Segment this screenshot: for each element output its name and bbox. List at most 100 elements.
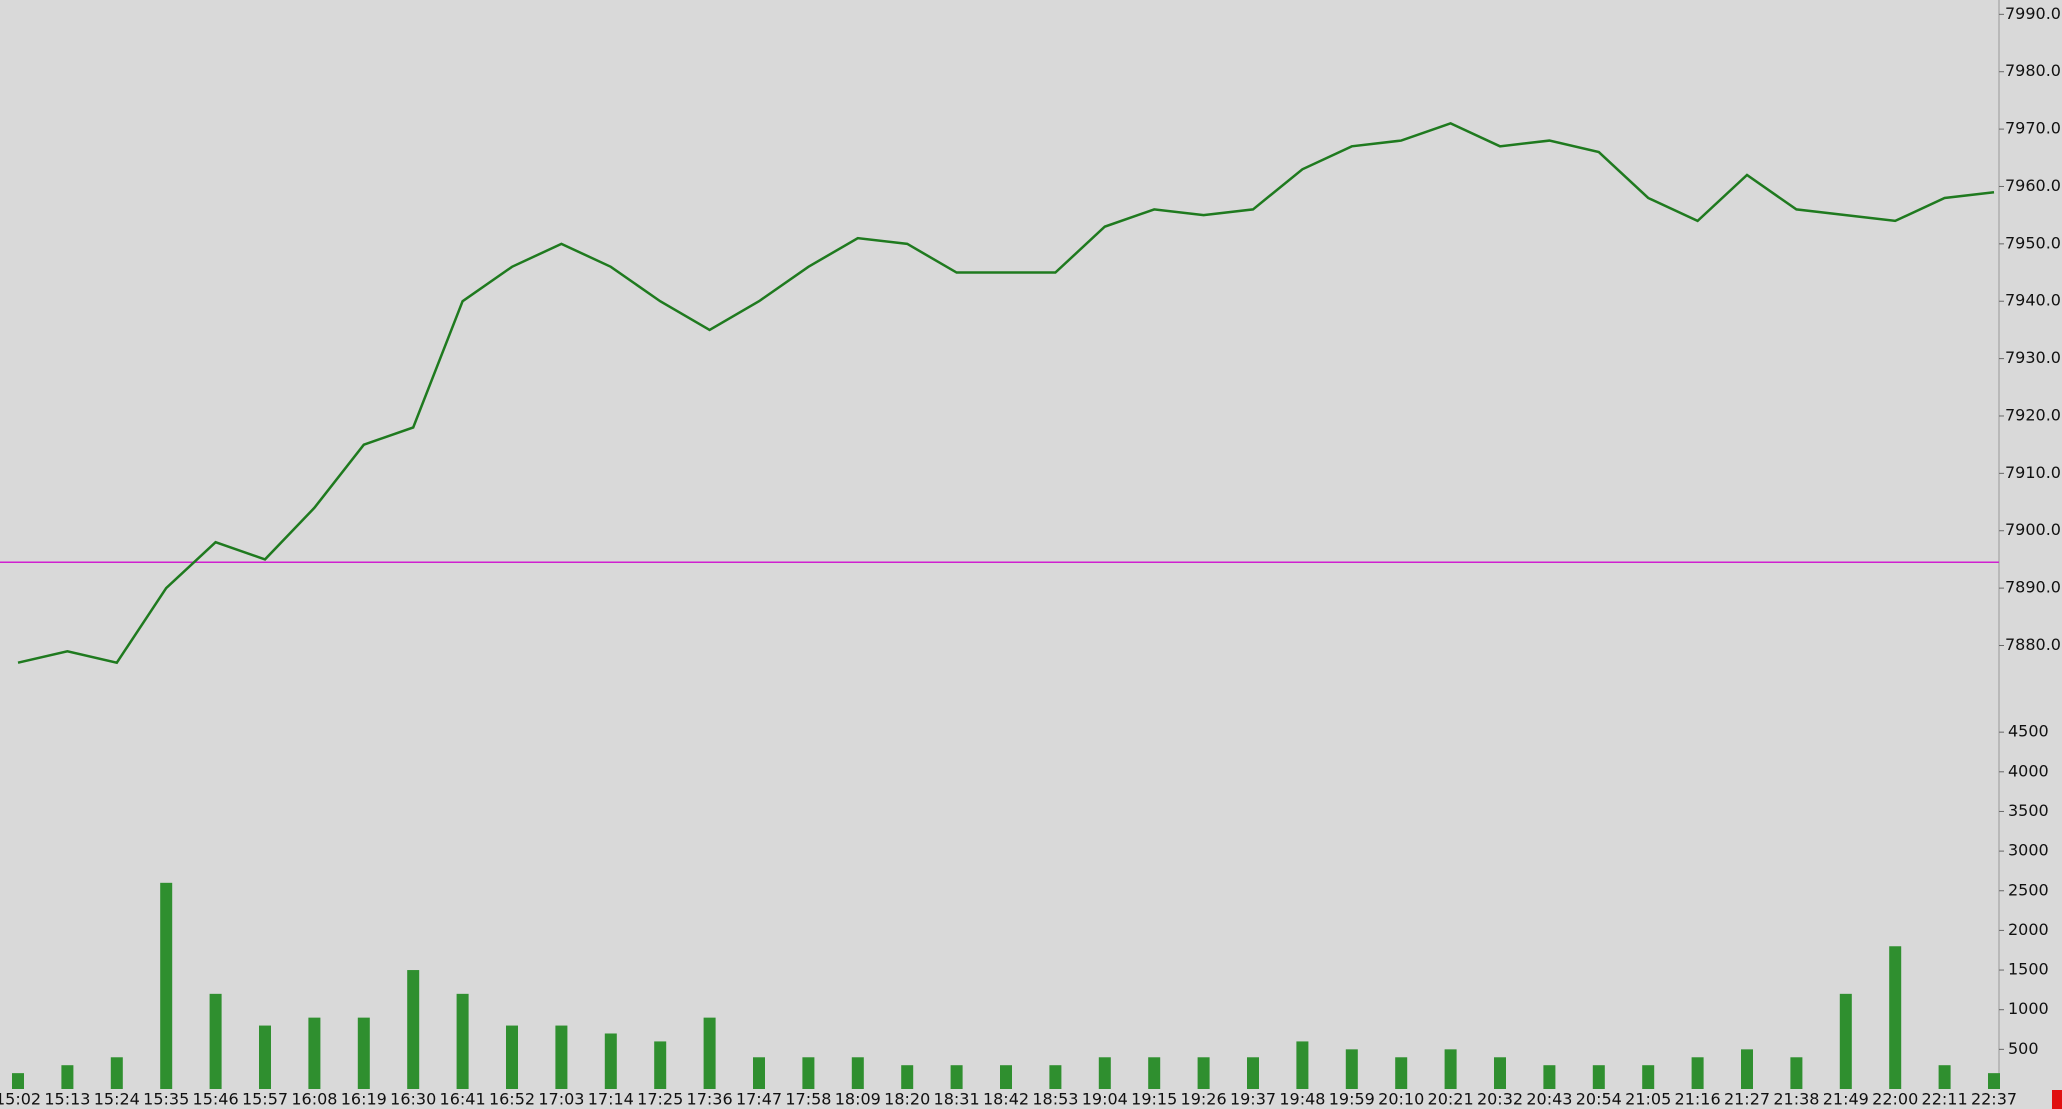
x-tick-label: 15:02 xyxy=(0,1090,41,1109)
volume-bar xyxy=(160,882,173,1089)
x-tick-label: 22:00 xyxy=(1872,1090,1918,1109)
volume-bar xyxy=(851,1057,864,1089)
x-tick-label: 20:10 xyxy=(1378,1090,1424,1109)
x-tick-label: 20:54 xyxy=(1576,1090,1622,1109)
x-tick-label: 20:21 xyxy=(1428,1090,1474,1109)
x-tick-label: 21:49 xyxy=(1823,1090,1869,1109)
volume-bar xyxy=(1790,1057,1803,1089)
volume-bar xyxy=(61,1065,74,1089)
y-tick-label: 7950.00 xyxy=(2005,233,2062,252)
y2-tick-label: 3000 xyxy=(2008,841,2049,860)
y-tick-label: 7970.00 xyxy=(2005,119,2062,138)
volume-bar xyxy=(209,993,222,1089)
volume-bar xyxy=(1839,993,1852,1089)
volume-bar xyxy=(753,1057,765,1089)
x-tick-label: 15:24 xyxy=(94,1090,140,1109)
x-tick-label: 22:37 xyxy=(1971,1090,2017,1109)
x-tick-label: 17:03 xyxy=(538,1090,584,1109)
x-tick-label: 18:20 xyxy=(884,1090,930,1109)
x-tick-label: 20:32 xyxy=(1477,1090,1523,1109)
volume-bar xyxy=(555,1025,568,1089)
x-tick-label: 18:53 xyxy=(1032,1090,1078,1109)
y-tick-label: 7990.00 xyxy=(2005,4,2062,23)
volume-bar xyxy=(12,1073,24,1089)
volume-bar xyxy=(1494,1057,1506,1089)
x-tick-label: 16:52 xyxy=(489,1090,535,1109)
y2-tick-label: 2000 xyxy=(2008,920,2049,939)
x-tick-label: 16:41 xyxy=(440,1090,486,1109)
x-tick-label: 21:16 xyxy=(1675,1090,1721,1109)
x-tick-label: 17:47 xyxy=(736,1090,782,1109)
y2-tick-label: 4000 xyxy=(2008,761,2049,780)
x-tick-label: 15:46 xyxy=(193,1090,239,1109)
volume-bar xyxy=(1543,1065,1556,1089)
volume-bar xyxy=(901,1065,914,1089)
x-tick-label: 15:57 xyxy=(242,1090,288,1109)
y-tick-label: 7980.00 xyxy=(2005,61,2062,80)
volume-bar xyxy=(950,1065,963,1089)
y2-tick-label: 2500 xyxy=(2008,880,2049,899)
x-tick-label: 19:04 xyxy=(1082,1090,1128,1109)
x-tick-label: 17:58 xyxy=(785,1090,831,1109)
volume-bar xyxy=(604,1033,617,1089)
volume-bar xyxy=(1938,1065,1951,1089)
x-tick-label: 17:14 xyxy=(588,1090,634,1109)
x-tick-label: 21:27 xyxy=(1724,1090,1770,1109)
volume-bar xyxy=(1741,1049,1753,1089)
x-tick-label: 16:08 xyxy=(291,1090,337,1109)
volume-bar xyxy=(1345,1049,1358,1089)
y2-tick-label: 1500 xyxy=(2008,960,2049,979)
x-tick-label: 21:38 xyxy=(1773,1090,1819,1109)
y2-tick-label: 1000 xyxy=(2008,999,2049,1018)
x-tick-label: 19:37 xyxy=(1230,1090,1276,1109)
x-tick-label: 19:15 xyxy=(1131,1090,1177,1109)
volume-bar xyxy=(1049,1065,1062,1089)
volume-bar xyxy=(456,993,469,1089)
volume-bar xyxy=(407,970,420,1089)
volume-bar xyxy=(1296,1041,1309,1089)
corner-marker xyxy=(2052,1090,2062,1109)
x-tick-label: 16:30 xyxy=(390,1090,436,1109)
volume-bar xyxy=(1148,1057,1161,1089)
x-tick-label: 20:43 xyxy=(1526,1090,1572,1109)
x-tick-label: 18:09 xyxy=(835,1090,881,1109)
x-tick-label: 21:05 xyxy=(1625,1090,1671,1109)
x-tick-label: 19:59 xyxy=(1329,1090,1375,1109)
volume-bar xyxy=(1247,1057,1259,1089)
y-tick-label: 7890.00 xyxy=(2005,578,2062,597)
volume-bar xyxy=(1098,1057,1111,1089)
volume-bar xyxy=(1592,1065,1605,1089)
y-tick-label: 7930.00 xyxy=(2005,348,2062,367)
volume-bar xyxy=(308,1017,321,1089)
y-tick-label: 7910.00 xyxy=(2005,463,2062,482)
price-line xyxy=(17,122,1995,665)
volume-bar xyxy=(1395,1057,1408,1089)
volume-bar xyxy=(357,1017,370,1089)
x-tick-label: 15:13 xyxy=(44,1090,90,1109)
x-tick-label: 19:26 xyxy=(1181,1090,1227,1109)
volume-bar xyxy=(703,1017,716,1089)
x-tick-label: 19:48 xyxy=(1279,1090,1325,1109)
volume-bar xyxy=(802,1057,815,1089)
y2-tick-label: 500 xyxy=(2008,1039,2039,1058)
volume-bar xyxy=(1889,946,1902,1089)
volume-bar xyxy=(506,1025,518,1089)
y-tick-label: 7960.00 xyxy=(2005,176,2062,195)
volume-bar xyxy=(259,1025,271,1089)
y-tick-label: 7940.00 xyxy=(2005,291,2062,310)
volume-bar xyxy=(1444,1049,1457,1089)
y2-tick-label: 3500 xyxy=(2008,801,2049,820)
y-tick-label: 7900.00 xyxy=(2005,520,2062,539)
x-tick-label: 22:11 xyxy=(1922,1090,1968,1109)
y2-tick-label: 4500 xyxy=(2008,722,2049,741)
volume-bar xyxy=(1691,1057,1704,1089)
volume-bar xyxy=(654,1041,667,1089)
x-tick-label: 17:25 xyxy=(637,1090,683,1109)
x-tick-label: 16:19 xyxy=(341,1090,387,1109)
x-tick-label: 15:35 xyxy=(143,1090,189,1109)
volume-bar xyxy=(1988,1073,2000,1089)
volume-bar xyxy=(1000,1065,1012,1089)
